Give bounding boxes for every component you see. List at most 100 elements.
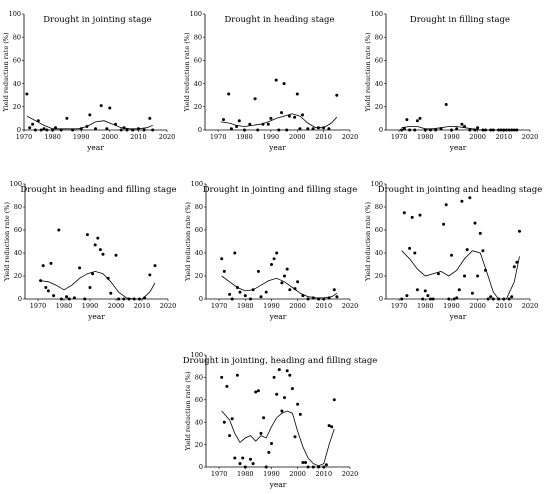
data-point [512,265,516,269]
data-point [274,78,278,82]
data-point [491,128,495,132]
y-tick-label: 20 [375,272,383,280]
chart-title: Drought in jointing stage [43,15,151,25]
data-point [478,231,482,235]
x-tick-label: 2000 [289,470,306,478]
y-tick-label: 40 [14,249,22,257]
y-tick-label: 100 [371,180,383,188]
data-point [408,246,412,250]
y-axis-label: Yield reduction rate (%) [2,32,10,112]
x-tick-label: 2010 [496,302,513,310]
data-point [237,119,241,123]
data-point [259,295,263,299]
data-point [45,128,49,132]
data-point [256,128,260,132]
data-point [266,122,270,126]
data-point [322,126,326,130]
x-tick-label: 1990 [82,302,99,310]
data-point [452,297,456,301]
data-point [72,296,76,300]
data-point [220,257,224,261]
data-point [28,126,32,130]
x-axis-label: year [269,312,287,321]
data-point [327,127,331,131]
data-point [282,82,286,86]
data-point [491,297,495,301]
data-point [327,424,331,428]
data-point [272,375,276,379]
y-tick-label: 80 [195,203,203,211]
y-tick-label: 20 [194,103,202,111]
y-tick-label: 80 [375,203,383,211]
data-point [484,268,487,272]
data-point [59,128,63,132]
data-point [510,128,514,132]
data-point [148,273,152,277]
x-tick-label: 2010 [496,133,513,141]
data-point [415,119,419,123]
data-point [457,288,461,292]
data-point [460,199,464,203]
data-point [335,93,339,97]
y-axis-label: Yield reduction rate (%) [364,32,372,112]
y-axis-label: Yield reduction rate (%) [364,202,372,282]
data-point [402,211,406,215]
data-point [280,281,284,285]
y-tick-label: 100 [191,351,203,359]
data-point [470,291,474,295]
data-point [277,128,281,132]
x-tick-label: 1970 [391,302,408,310]
data-point [408,128,412,132]
y-tick-label: 40 [195,249,203,257]
x-tick-label: 1970 [30,302,47,310]
data-point [423,289,427,293]
data-point [256,389,260,393]
data-point [311,296,315,300]
trend-line [26,115,153,130]
data-point [228,292,232,296]
x-tick-label: 1990 [73,133,90,141]
data-point [233,456,237,460]
data-point [222,269,226,273]
x-tick-label: 1990 [443,133,460,141]
x-axis-label: year [269,480,287,489]
data-point [322,465,326,469]
data-point [400,128,404,132]
data-point [429,297,432,301]
data-point [109,291,113,295]
data-point [512,128,516,132]
data-point [436,272,440,276]
data-point [119,128,123,132]
data-point [296,280,300,284]
data-point [151,128,155,132]
data-point [450,253,453,257]
x-tick-label: 2020 [160,302,177,310]
data-point [301,461,305,464]
chart-panel-1: 0 20 40 60 80 100 1970 1980 1990 2000 2010 2020 Drou… [2,10,175,152]
x-tick-label: 2010 [316,302,333,310]
x-tick-label: 1980 [44,133,61,141]
y-tick-label: 60 [195,396,203,404]
data-point [463,125,466,128]
data-point [465,248,469,252]
chart-panel-6: 0 20 40 60 80 100 1970 1980 1990 2000 2010 2020 Drou… [364,180,542,321]
data-point [405,118,409,122]
x-tick-label: 1970 [391,133,408,141]
y-tick-label: 0 [199,295,203,303]
data-point [418,213,422,217]
data-point [418,116,422,120]
data-point [148,116,152,120]
chart-title: Drought in jointing, heading and filling… [183,356,378,366]
y-tick-label: 60 [375,226,383,234]
data-point [269,116,273,120]
data-point [285,369,289,373]
y-tick-label: 0 [198,126,202,134]
data-point [280,409,284,413]
y-tick-label: 40 [375,80,383,88]
data-point [288,288,292,292]
x-axis-label: year [449,143,467,152]
x-tick-label: 1980 [417,302,434,310]
data-point [235,286,239,289]
data-point [518,229,521,233]
data-point [230,417,234,421]
